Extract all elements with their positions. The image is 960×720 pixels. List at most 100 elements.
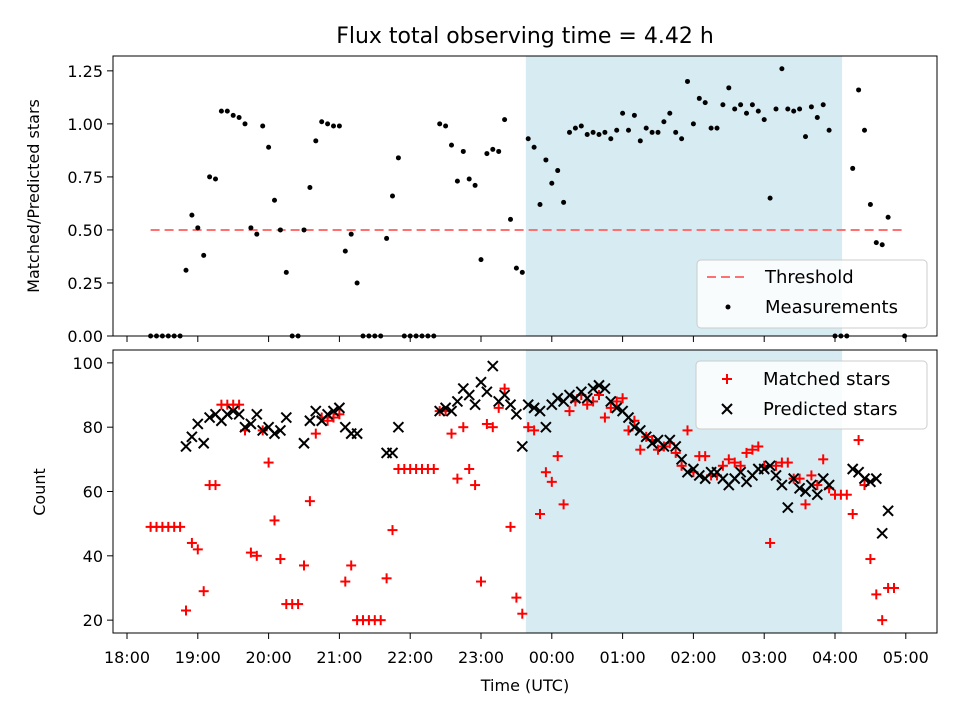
matched-star-point (682, 425, 693, 436)
measurement-point (738, 102, 744, 108)
predicted-star-point (498, 389, 511, 401)
matched-star-point (293, 599, 304, 610)
measurement-point (331, 123, 336, 129)
measurement-point (336, 123, 342, 129)
matched-star-point (275, 554, 286, 565)
measurement-point (572, 125, 578, 131)
y-tick-label: 0.75 (67, 168, 103, 187)
matched-star-point (812, 480, 823, 491)
x-tick-label: 03:00 (741, 648, 787, 667)
measurement-point (502, 117, 508, 123)
measurement-point (224, 108, 230, 114)
measurement-point (655, 129, 661, 135)
measurement-point (637, 138, 643, 144)
measurement-point (626, 127, 631, 133)
matched-star-point (375, 615, 386, 626)
y-tick-label: 20 (83, 611, 103, 630)
measurement-point (561, 199, 567, 205)
predicted-star-point (758, 463, 770, 475)
matched-star-point (605, 402, 616, 413)
predicted-star-point (793, 482, 806, 494)
measurement-point (673, 129, 679, 135)
matched-star-point (192, 544, 203, 555)
bottom-x-axis: 18:00 19:00 20:00 21:00 22:00 23:00 00:00 01:00… (104, 633, 929, 667)
y-tick-label: 0.00 (67, 327, 103, 346)
predicted-legend-swatch (721, 403, 733, 415)
measurement-point (384, 235, 390, 241)
matched-star-point (210, 480, 221, 491)
predicted-star-point (221, 408, 234, 421)
measurement-point (873, 240, 879, 246)
predicted-star-point (858, 472, 871, 485)
top-plot-points (148, 66, 908, 339)
predicted-star-point (610, 402, 623, 414)
matched-star-point (487, 422, 498, 433)
matched-star-point (729, 457, 740, 468)
matched-star-point (304, 496, 315, 507)
measurement-point (508, 216, 513, 222)
measurements-legend-label: Measurements (765, 297, 898, 318)
matched-star-point (322, 415, 333, 426)
matched-star-point (847, 509, 858, 520)
measurement-point (390, 193, 395, 199)
measurement-point (803, 134, 808, 140)
measurement-point (449, 142, 454, 148)
matched-star-point (582, 399, 593, 410)
measurement-point (537, 201, 543, 207)
predicted-star-point (540, 421, 552, 433)
matched-star-point (535, 509, 545, 520)
matched-star-point (381, 573, 392, 584)
predicted-star-point (776, 479, 788, 491)
matched-star-point (540, 467, 551, 478)
matched-star-point (458, 422, 469, 433)
threshold-legend-label: Threshold (764, 267, 854, 288)
matched-star-point (517, 608, 528, 619)
bottom-legend: Matched stars Predicted stars (695, 360, 928, 430)
measurement-point (460, 148, 466, 154)
x-tick-label: 00:00 (529, 648, 575, 667)
matched-star-point (310, 428, 321, 439)
measurement-point (862, 127, 867, 133)
predicted-star-point (186, 431, 198, 443)
measurement-point (236, 115, 242, 121)
predicted-star-point (693, 469, 706, 482)
predicted-star-point (227, 405, 239, 417)
predicted-star-point (469, 398, 481, 411)
x-tick-label: 01:00 (600, 648, 646, 667)
measurement-point (454, 178, 460, 184)
matched-star-point (717, 460, 728, 471)
predicted-star-point (233, 408, 245, 421)
predicted-star-point (280, 411, 293, 424)
matched-star-point (428, 463, 439, 474)
top-ylabel: Matched/Predicted stars (24, 99, 43, 293)
measurement-point (230, 112, 236, 118)
measurement-point (590, 129, 596, 135)
measurement-point (283, 269, 289, 275)
matched-star-point (723, 454, 734, 465)
predicted-star-point (770, 469, 782, 482)
measurement-point (785, 106, 791, 112)
predicted-star-point (870, 472, 883, 485)
measurement-point (248, 225, 254, 231)
y-tick-label: 80 (83, 418, 103, 437)
y-tick-label: 1.25 (67, 62, 103, 81)
measurement-point (649, 129, 655, 135)
matched-star-point (617, 393, 628, 404)
measurement-point (679, 136, 685, 142)
predicted-star-point (646, 437, 658, 449)
predicted-star-point (675, 453, 688, 466)
predicted-star-point (239, 421, 251, 433)
predicted-swatch-marker (721, 403, 733, 415)
measurement-point (513, 265, 519, 271)
measurement-point (596, 131, 602, 137)
matched-star-point (889, 582, 899, 593)
predicted-star-point (180, 440, 192, 453)
predicted-star-point (245, 418, 257, 430)
measurement-point (189, 212, 195, 218)
predicted-star-point (811, 489, 824, 501)
chart-title: Flux total observing time = 4.42 h (336, 24, 714, 49)
predicted-star-point (251, 408, 263, 421)
predicted-star-point (321, 408, 334, 421)
matched-star-point (611, 396, 622, 407)
matched-star-point (594, 390, 604, 401)
